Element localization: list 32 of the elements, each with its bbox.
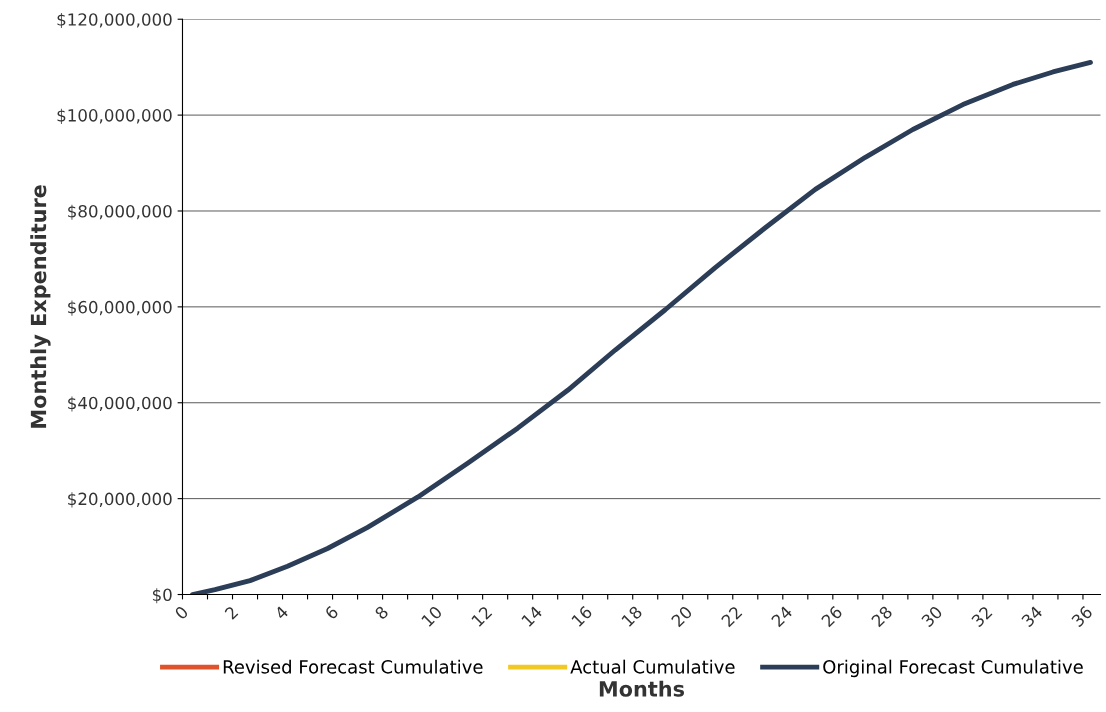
- x-tick-label: 8: [374, 605, 389, 621]
- y-tick-label: $0: [152, 588, 172, 604]
- x-tick-label: 16: [571, 605, 593, 628]
- x-tick-label: 26: [820, 605, 844, 628]
- x-tick-label: 4: [274, 605, 289, 621]
- y-tick-label: $80,000,000: [68, 204, 172, 220]
- legend-label: Actual Cumulative: [570, 659, 735, 674]
- x-tick-label: 24: [770, 605, 793, 628]
- x-tick-label: 28: [870, 605, 893, 628]
- y-tick-label: $60,000,000: [68, 300, 172, 316]
- y-tick-label: $20,000,000: [68, 492, 172, 508]
- x-tick-label: 10: [420, 605, 443, 628]
- y-axis-title: Monthly Expenditure: [30, 185, 51, 428]
- y-tick-label: $40,000,000: [68, 396, 172, 412]
- x-tick-label: 20: [670, 605, 693, 628]
- x-tick-label: 22: [720, 605, 743, 628]
- x-tick-label: 14: [521, 605, 543, 627]
- x-tick-label: 30: [920, 605, 944, 628]
- x-tick-label: 0: [174, 605, 189, 621]
- x-tick-label: 34: [1020, 605, 1044, 628]
- line-series: [190, 59, 1093, 595]
- y-tick-label: $120,000,000: [57, 12, 172, 29]
- y-tick-label: $100,000,000: [57, 108, 172, 124]
- x-tick-label: 6: [324, 605, 339, 621]
- x-tick-label: 18: [621, 605, 643, 628]
- legend-label: Original Forecast Cumulative: [823, 659, 1083, 678]
- x-tick-label: 36: [1070, 605, 1094, 628]
- x-tick-label: 12: [470, 605, 493, 627]
- x-tick-label: 32: [970, 605, 993, 628]
- legend-label: Revised Forecast Cumulative: [223, 659, 483, 674]
- x-axis-title: Months: [599, 680, 685, 697]
- x-tick-label: 2: [224, 605, 239, 620]
